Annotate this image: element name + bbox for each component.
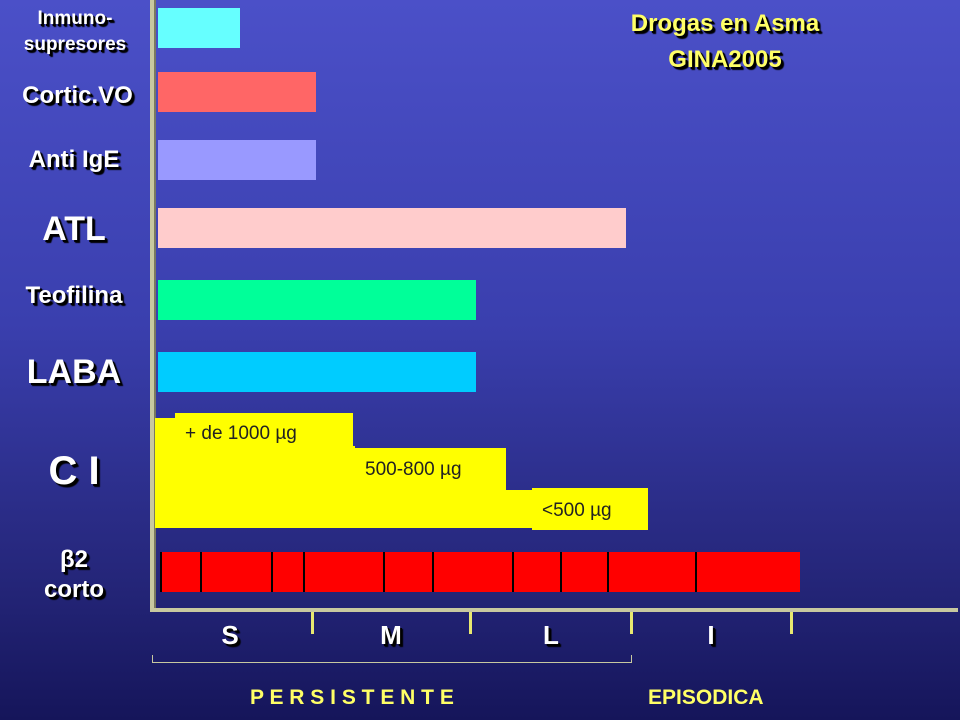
label-atl: ATL [42, 210, 106, 248]
ci-dose-mid: 500-800 µg [355, 448, 506, 492]
footer-episodica: EPISODICA [648, 686, 764, 709]
b2-segment-3 [271, 552, 273, 592]
footer-persistente: P E R S I S T E N T E [250, 686, 454, 709]
x-axis [150, 608, 958, 612]
bar-laba [158, 352, 476, 392]
label-b2-line2: corto [44, 576, 104, 603]
chart-title-line2: GINA2005 [668, 46, 782, 73]
ci-dose-low: <500 µg [532, 488, 648, 530]
x-label-m: M [380, 620, 402, 650]
y-axis [150, 0, 154, 612]
label-inmuno-line1: Inmuno- [37, 8, 113, 29]
b2-segment-8 [560, 552, 562, 592]
b2-segment-7 [512, 552, 514, 592]
label-teofilina: Teofilina [25, 282, 123, 309]
b2-segment-6 [432, 552, 434, 592]
label-laba: LABA [26, 353, 122, 391]
bar-atl [158, 208, 626, 248]
label-cortic: Cortic.VO [22, 82, 133, 109]
bar-antiige [158, 140, 316, 180]
label-ci: C I [48, 449, 100, 493]
bar-cortic [158, 72, 316, 112]
persistente-bracket [152, 655, 632, 663]
b2-segment-4 [303, 552, 305, 592]
x-tick-3 [630, 612, 633, 634]
bar-teofilina [158, 280, 476, 320]
x-label-l: L [543, 620, 559, 650]
b2-segment-10 [695, 552, 697, 592]
ci-dose-high: + de 1000 µg [175, 413, 353, 449]
b2-segment-9 [607, 552, 609, 592]
bar-ci-base [155, 418, 175, 528]
label-antiige: Anti IgE [28, 146, 120, 173]
x-label-s: S [221, 620, 239, 650]
b2-segment-2 [200, 552, 202, 592]
y-axis-shadow [154, 0, 156, 610]
label-inmuno-line2: supresores [23, 34, 127, 55]
bar-inmuno [158, 8, 240, 48]
x-tick-2 [469, 612, 472, 634]
chart-title-line1: Drogas en Asma [630, 10, 820, 37]
b2-segment-1 [160, 552, 162, 592]
x-label-i: I [707, 620, 715, 650]
label-b2-line1: β2 [60, 546, 88, 573]
x-tick-4 [790, 612, 793, 634]
bar-ci-step2 [355, 490, 535, 528]
b2-segment-5 [383, 552, 385, 592]
x-tick-1 [311, 612, 314, 634]
bar-b2-corto [160, 552, 800, 592]
bar-ci-step1 [175, 446, 355, 528]
